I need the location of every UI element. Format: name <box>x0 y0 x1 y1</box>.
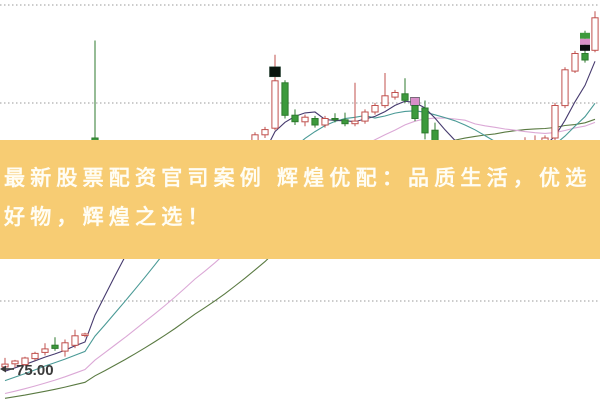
svg-text:75.00: 75.00 <box>16 362 54 379</box>
